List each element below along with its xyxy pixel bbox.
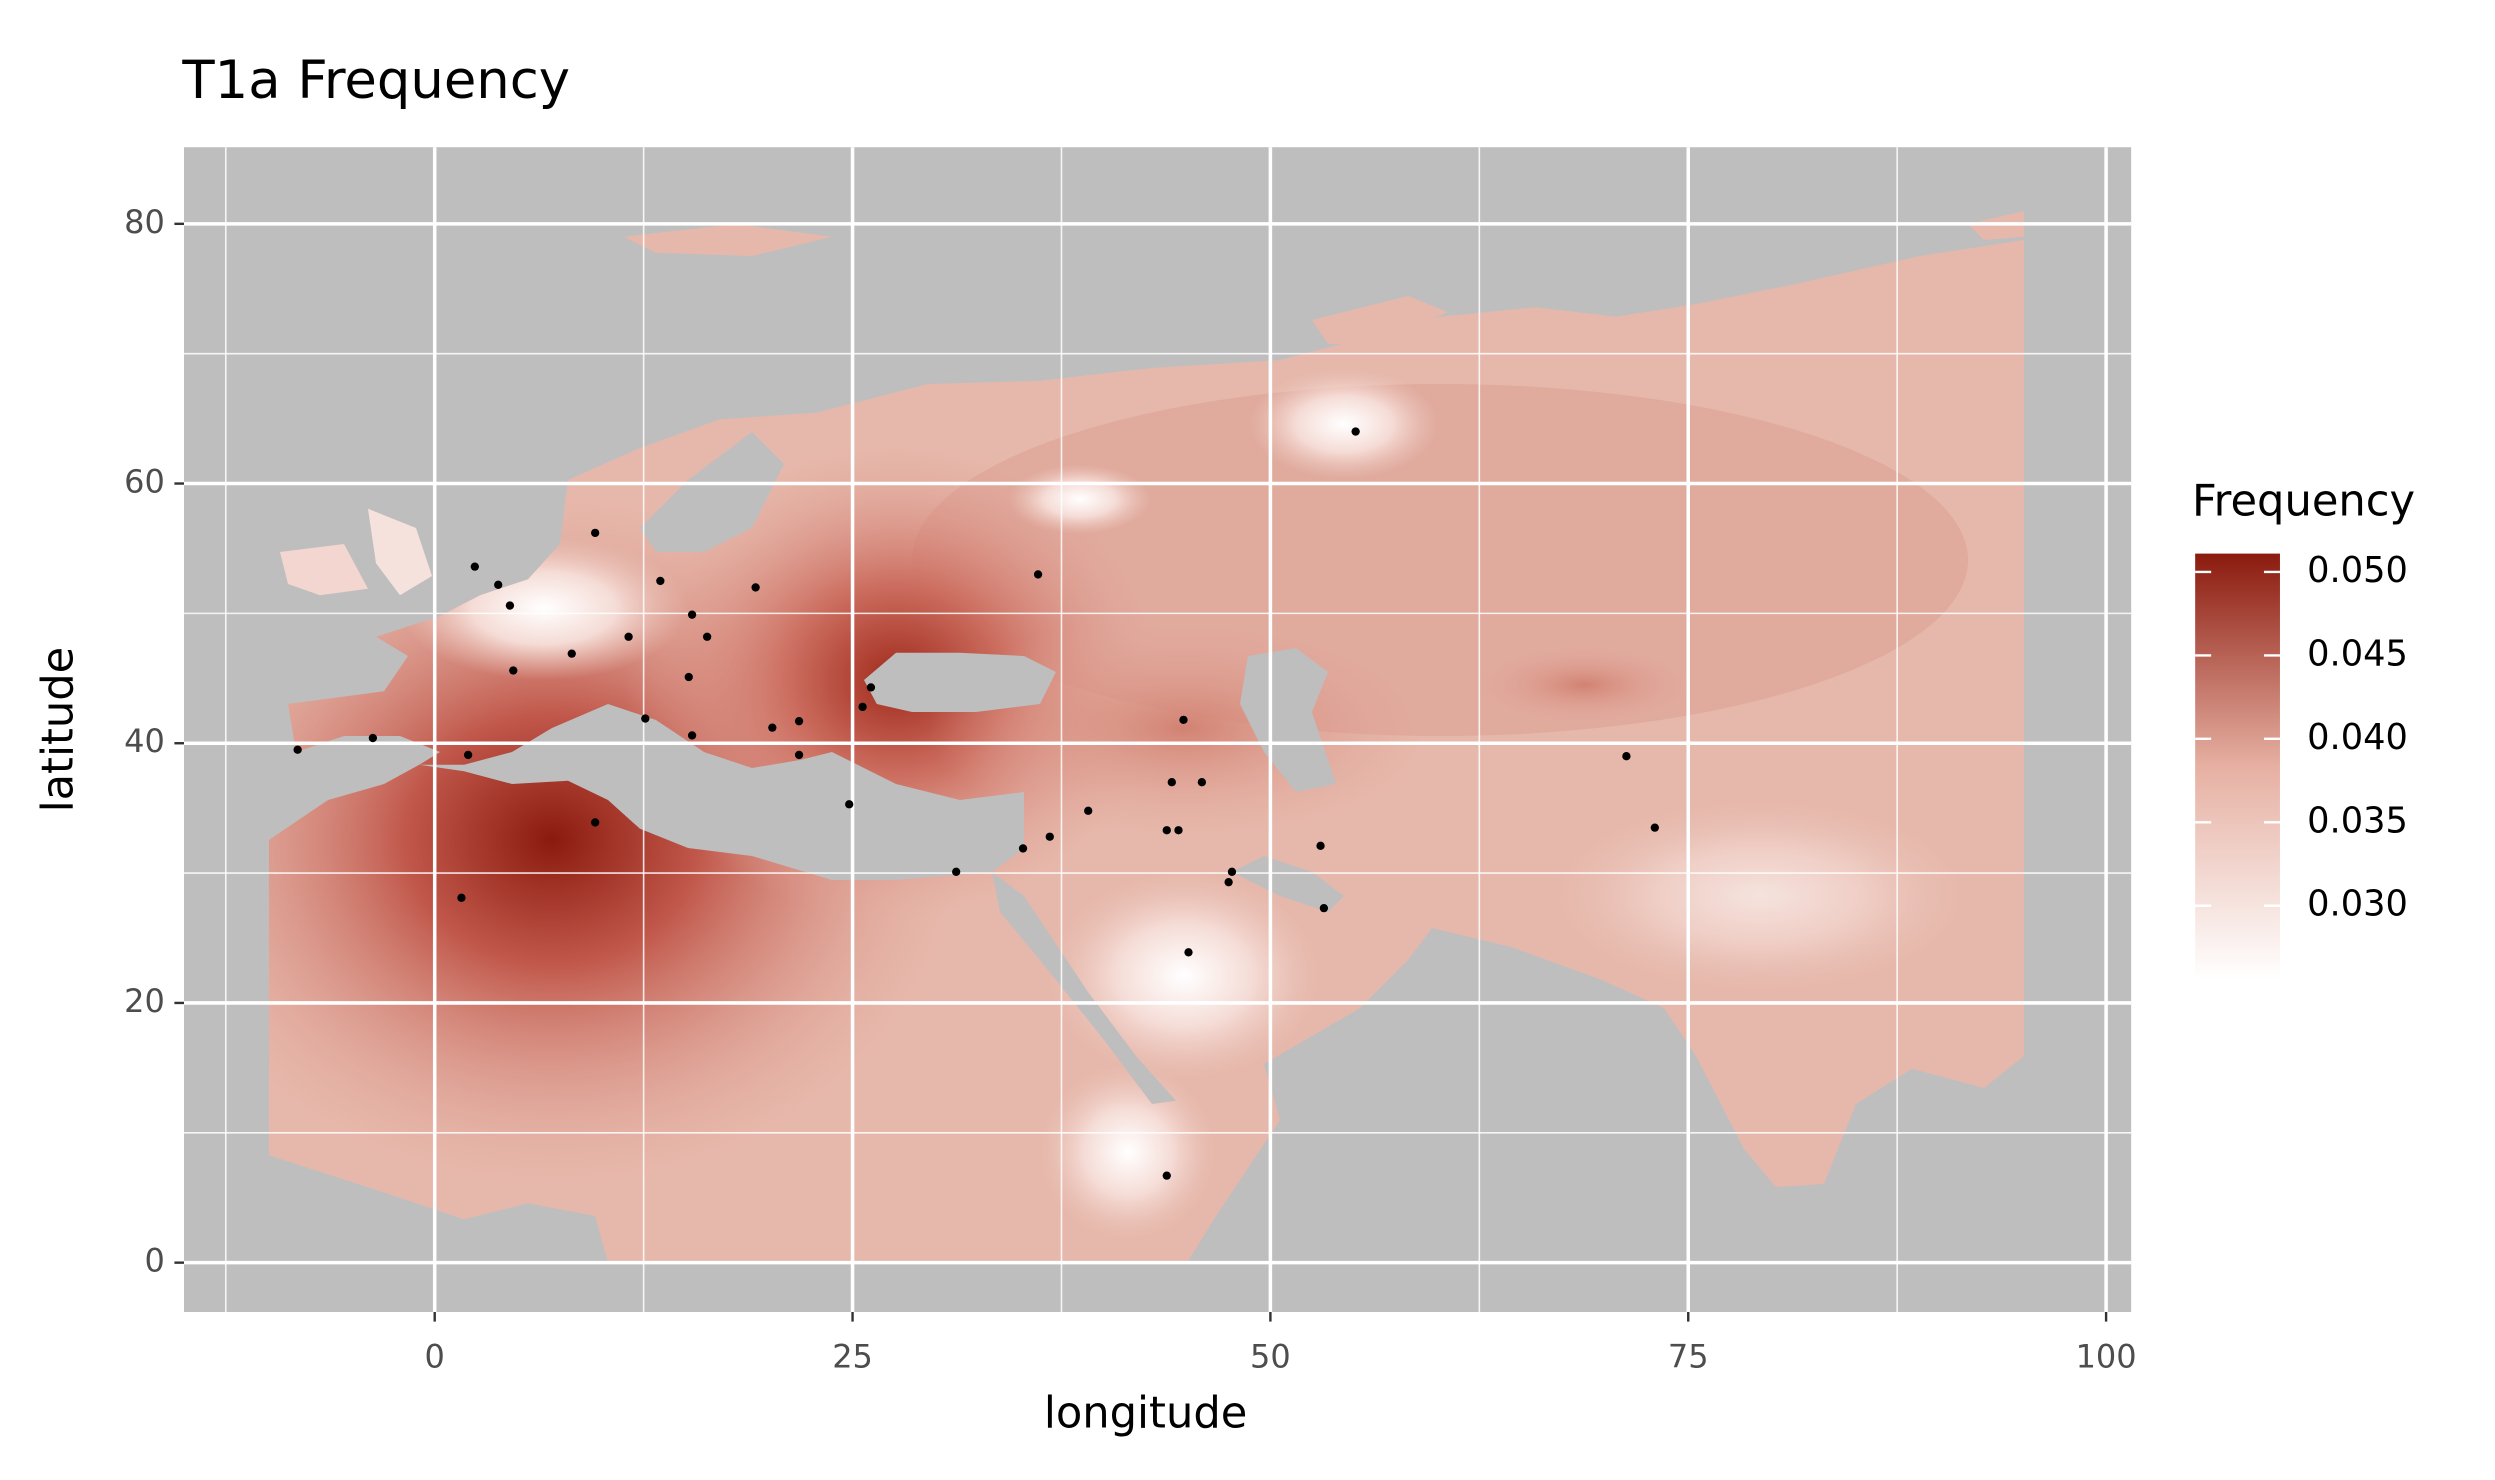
y-tick-label: 40 (124, 722, 165, 760)
sample-point (1650, 823, 1659, 832)
sample-point (567, 649, 576, 658)
sample-point (1319, 903, 1329, 913)
sample-point (1174, 826, 1183, 835)
sample-point (1351, 427, 1360, 436)
y-tick-label: 60 (124, 463, 165, 501)
sample-point (1622, 752, 1631, 761)
y-tick-label: 20 (124, 982, 165, 1020)
sample-point (845, 800, 854, 809)
sample-point (1184, 948, 1193, 957)
sample-point (687, 731, 697, 740)
sample-point (624, 632, 633, 641)
sample-point (1167, 778, 1176, 787)
grid (183, 147, 2132, 1312)
x-tick-label: 25 (832, 1337, 873, 1375)
sample-point (1084, 806, 1093, 815)
colorbar-label: 0.040 (2307, 717, 2408, 758)
sample-point (1224, 878, 1233, 887)
x-tick-label: 75 (1668, 1337, 1709, 1375)
colorbar-label: 0.030 (2307, 884, 2408, 925)
sample-point (1033, 570, 1043, 579)
legend: 0.030 0.035 0.040 0.045 0.050 (2195, 550, 2408, 980)
sample-point (293, 745, 302, 754)
points (293, 427, 1659, 1180)
x-axis-title: longitude (1044, 1388, 1248, 1438)
sample-point (470, 562, 479, 571)
sample-point (1045, 832, 1054, 841)
sample-point (590, 818, 600, 827)
y-tick-label: 0 (144, 1242, 164, 1280)
y-tick-label: 80 (124, 203, 165, 241)
x-tick-label: 0 (425, 1337, 445, 1375)
axes: 0 25 50 75 100 0 20 40 60 80 (124, 203, 2137, 1376)
colorbar (2195, 553, 2280, 980)
sample-point (1018, 844, 1028, 853)
sample-point (463, 750, 473, 760)
sample-point (1179, 715, 1188, 725)
sample-point (505, 601, 515, 610)
sample-point (1316, 841, 1325, 850)
x-tick-label: 100 (2076, 1337, 2137, 1375)
colorbar-label: 0.045 (2307, 633, 2408, 674)
legend-title: Frequency (2192, 477, 2415, 527)
chart-title: T1a Frequency (181, 50, 570, 111)
sample-point (866, 683, 876, 692)
sample-point (1162, 826, 1171, 835)
sample-point (768, 723, 777, 732)
sample-point (509, 666, 518, 675)
sample-point (794, 716, 804, 726)
sample-point (1197, 778, 1207, 787)
colorbar-label: 0.035 (2307, 800, 2408, 841)
sample-point (1162, 1171, 1171, 1180)
colorbar-label: 0.050 (2307, 550, 2408, 591)
sample-point (952, 867, 961, 876)
sample-point (751, 583, 760, 592)
sample-point (656, 576, 665, 586)
sample-point (590, 528, 600, 538)
y-axis-title: latitude (33, 647, 83, 813)
sample-point (368, 733, 378, 743)
sample-point (687, 610, 697, 619)
sample-point (457, 893, 466, 902)
sample-point (494, 580, 503, 589)
sample-point (684, 672, 693, 682)
sample-point (794, 750, 804, 760)
x-tick-label: 50 (1250, 1337, 1291, 1375)
sample-point (858, 702, 867, 712)
sample-point (702, 632, 712, 641)
sample-point (1227, 867, 1237, 876)
sample-point (641, 714, 650, 723)
